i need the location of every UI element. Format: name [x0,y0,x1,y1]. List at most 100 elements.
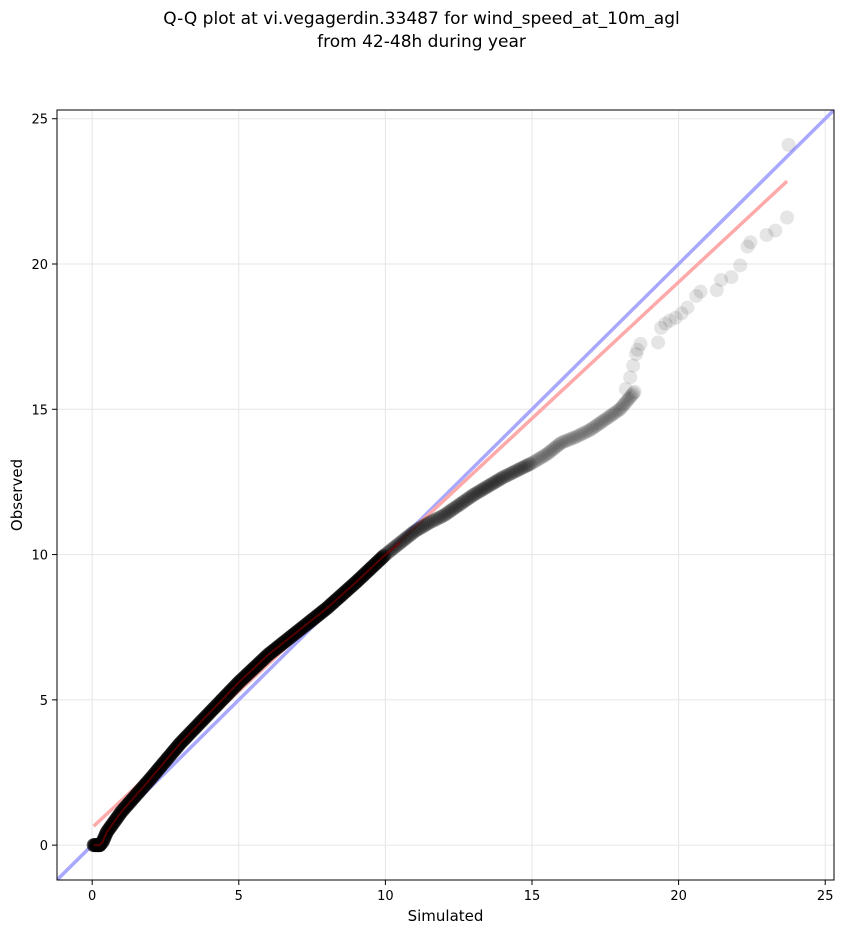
data-point [479,480,494,495]
data-point [577,425,592,440]
data-point [623,370,638,385]
data-point [575,426,590,441]
data-point [451,498,466,513]
data-point [618,395,633,410]
data-point [624,388,639,403]
data-point [526,454,541,469]
data-point [607,406,622,421]
data-point [623,390,638,405]
data-point [626,358,641,373]
data-point [407,524,422,539]
y-tick-label: 10 [31,549,48,564]
reference-lines [57,110,834,880]
data-point [596,413,611,428]
data-point [571,428,586,443]
data-point [709,283,724,298]
data-point [532,451,547,466]
data-point [434,509,449,524]
data-point [549,439,564,454]
data-point [605,407,620,422]
data-points [86,137,796,853]
data-point [603,408,618,423]
data-point [473,483,488,498]
data-point [486,476,501,491]
chart-title-line-1: Q-Q plot at vi.vegagerdin.33487 for wind… [163,9,680,29]
data-point [551,438,566,453]
data-point [585,421,600,436]
x-tick-label: 15 [524,889,541,904]
data-point [411,522,426,537]
data-point [651,335,666,350]
identity-line [57,110,834,880]
data-point [629,347,644,362]
data-point [462,490,477,505]
data-point [552,436,567,451]
chart-title-line-2: from 42-48h during year [317,32,526,52]
data-point [397,532,412,547]
data-point [609,404,624,419]
data-point [481,479,496,494]
data-point [413,521,428,536]
data-point [590,417,605,432]
data-point [464,489,479,504]
data-point [488,474,503,489]
x-tick-label: 10 [377,889,394,904]
data-point [438,507,453,522]
data-point [600,411,615,426]
data-point [516,460,531,475]
data-point [430,511,445,526]
data-point [633,336,648,351]
data-point [620,393,635,408]
data-point [455,495,470,510]
data-point [446,501,461,516]
data-point [583,422,598,437]
data-point [566,430,581,445]
data-point [658,316,673,331]
data-point [581,423,596,438]
data-point [589,418,604,433]
data-point [759,227,774,242]
data-point [554,435,569,450]
data-point [693,284,708,299]
data-point [546,442,561,457]
data-point [401,529,416,544]
y-tick-label: 15 [31,403,48,418]
data-point [564,431,579,446]
data-point [468,486,483,501]
data-point [518,459,533,474]
data-point [524,456,539,471]
data-point [674,306,689,321]
data-point [740,239,755,254]
data-point [406,525,421,540]
data-point [490,473,505,488]
data-point [493,471,508,486]
data-point [626,386,641,401]
data-point [528,453,543,468]
data-point [428,512,443,527]
x-tick-label: 25 [817,889,834,904]
data-point [733,258,748,273]
data-point [621,391,636,406]
data-point [542,444,557,459]
data-point [504,466,519,481]
data-point [470,485,485,500]
data-point [539,447,554,462]
plot-frame [56,109,835,881]
data-point [520,458,535,473]
data-point [530,452,545,467]
data-point [497,469,512,484]
data-point [426,513,441,528]
x-tick-label: 0 [88,889,96,904]
data-point [568,429,583,444]
data-point [537,448,552,463]
data-point [440,505,455,520]
grid [57,110,834,880]
data-point [594,414,609,429]
data-point [522,457,537,472]
data-point [512,462,527,477]
data-point [499,468,514,483]
data-point [501,467,516,482]
data-point [506,465,521,480]
data-point [514,461,529,476]
data-point [541,446,556,461]
